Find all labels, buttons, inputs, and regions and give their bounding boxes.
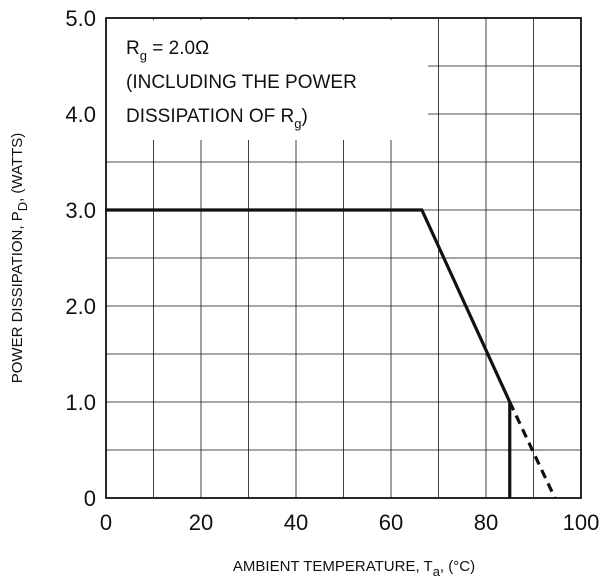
annotation-line-3: DISSIPATION OF Rg): [126, 106, 308, 131]
y-tick-label: 3.0: [65, 198, 96, 223]
series-line-1: [106, 208, 512, 403]
y-tick-label: 1.0: [65, 390, 96, 415]
tick-labels: 0 20 40 60 80 100 0 1.0 2.0 3.0 4.0 5.0: [65, 6, 599, 535]
x-tick-label: 100: [563, 510, 600, 535]
y-tick-label: 0: [84, 486, 96, 511]
y-axis-title: POWER DISSIPATION, PD, (WATTS): [9, 133, 30, 384]
series-line-dashed: [508, 401, 557, 499]
x-axis-title: AMBIENT TEMPERATURE, Ta, (°C): [233, 558, 475, 579]
annotation-line-2: (INCLUDING THE POWER: [126, 72, 357, 93]
y-tick-label: 5.0: [65, 6, 96, 31]
x-tick-label: 80: [474, 510, 498, 535]
x-tick-label: 40: [284, 510, 308, 535]
series-group: [106, 208, 557, 499]
y-tick-label: 4.0: [65, 102, 96, 127]
x-tick-label: 0: [100, 510, 112, 535]
annotation-background: [106, 20, 428, 140]
plot-frame: [105, 17, 582, 499]
annotation: Rg = 2.0Ω (INCLUDING THE POWER DISSIPATI…: [126, 38, 357, 131]
annotation-line-1: Rg = 2.0Ω: [126, 38, 209, 63]
x-tick-label: 60: [379, 510, 403, 535]
x-tick-label: 20: [189, 510, 213, 535]
y-tick-label: 2.0: [65, 294, 96, 319]
